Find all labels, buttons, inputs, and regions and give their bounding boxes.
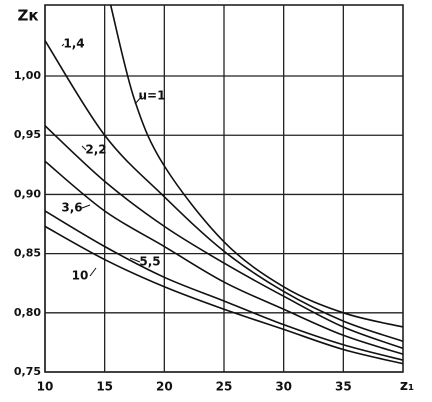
label-leader [129,257,141,263]
label-leader [81,145,87,151]
x-tick-label: 35 [335,380,352,394]
series-label: 3,6 [61,201,82,215]
label-leader [134,95,143,105]
label-leader [89,267,97,277]
series-label: 10 [72,269,89,283]
series-label: u=1 [139,89,166,103]
series-label: 1,4 [63,37,84,51]
curve [44,225,404,365]
x-tick-label: 30 [275,380,292,394]
y-tick-label: 0,75 [14,365,41,378]
y-tick-label: 0,80 [14,306,41,319]
y-axis-label: Zк [17,7,38,25]
series-label: 5,5 [139,255,160,269]
y-tick-label: 0,90 [14,187,41,200]
x-tick-label: 15 [96,380,113,394]
curve [44,160,404,356]
x-axis-label: z₁ [400,378,414,394]
x-tick-label: 20 [156,380,173,394]
curve [44,210,404,361]
y-tick-label: 1,00 [14,69,41,82]
series-label: 2,2 [85,143,106,157]
x-tick-label: 25 [216,380,233,394]
curve [44,125,404,350]
y-tick-label: 0,85 [14,247,41,260]
y-tick-label: 0,95 [14,128,41,141]
label-leader [81,204,91,209]
label-leader [61,43,65,47]
curve [109,4,404,328]
x-tick-label: 10 [37,380,54,394]
curve [44,40,404,342]
